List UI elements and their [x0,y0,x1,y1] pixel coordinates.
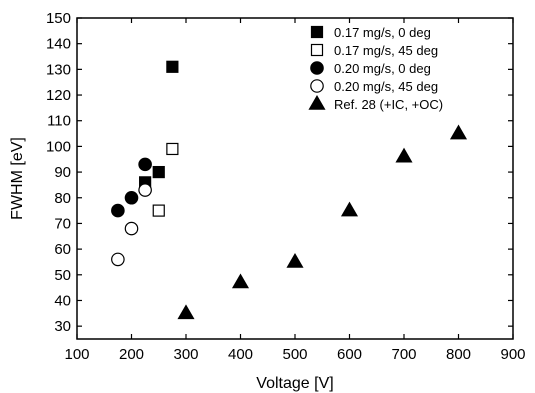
x-tick-label: 700 [391,346,416,363]
legend-label: Ref. 28 (+IC, +OC) [334,97,443,112]
x-tick-label: 500 [282,346,307,363]
y-tick-label: 80 [54,190,71,207]
data-point-series-1 [166,60,179,73]
data-point-series-3 [111,203,125,218]
y-tick-label: 130 [46,61,71,78]
legend-marker [310,61,324,75]
data-point-series-5 [177,304,195,320]
data-point-series-5 [286,252,304,268]
x-tick-label: 100 [64,346,89,363]
x-tick-label: 300 [173,346,198,363]
y-tick-label: 30 [54,318,71,335]
data-point-series-2 [152,204,165,217]
data-point-series-3 [124,190,139,205]
legend-label: 0.20 mg/s, 45 deg [334,79,438,94]
data-point-series-2 [166,142,179,156]
data-point-series-4 [124,221,139,236]
data-point-series-5 [231,273,250,289]
data-point-series-5 [449,124,468,140]
y-tick-label: 90 [54,164,71,181]
y-tick-label: 120 [46,87,71,104]
y-tick-label: 150 [46,10,71,27]
y-tick-label: 40 [54,292,71,309]
x-tick-label: 800 [446,346,471,363]
legend-marker [310,79,324,93]
y-tick-label: 100 [46,138,71,155]
y-tick-label: 60 [54,241,71,258]
data-point-series-1 [152,165,165,179]
y-axis-title: FWHM [eV] [9,137,26,220]
legend-label: 0.17 mg/s, 45 deg [334,43,438,58]
y-tick-label: 110 [47,113,71,130]
x-axis-title: Voltage [V] [256,375,333,392]
data-point-series-4 [138,183,152,197]
data-point-series-3 [138,157,152,172]
x-tick-label: 600 [337,346,362,363]
legend-label: 0.20 mg/s, 0 deg [334,61,431,76]
legend-marker [310,43,324,57]
legend-label: 0.17 mg/s, 0 deg [334,25,431,40]
data-point-series-5 [340,201,359,217]
legend-marker [308,94,326,110]
x-tick-label: 200 [119,346,144,363]
data-point-series-4 [111,252,125,267]
data-point-series-5 [395,147,413,163]
legend-marker [310,25,324,39]
x-tick-label: 900 [500,346,525,363]
y-tick-label: 50 [54,267,71,284]
x-tick-label: 400 [228,346,253,363]
y-tick-label: 140 [46,36,71,53]
y-tick-label: 70 [54,215,71,232]
